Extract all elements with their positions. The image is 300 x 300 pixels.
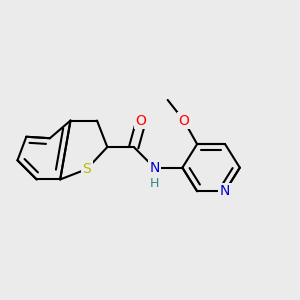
Text: O: O bbox=[178, 114, 189, 128]
Text: N: N bbox=[149, 161, 160, 175]
Text: N: N bbox=[220, 184, 230, 198]
Text: H: H bbox=[150, 177, 159, 190]
Text: O: O bbox=[136, 114, 147, 128]
Text: S: S bbox=[82, 162, 91, 176]
